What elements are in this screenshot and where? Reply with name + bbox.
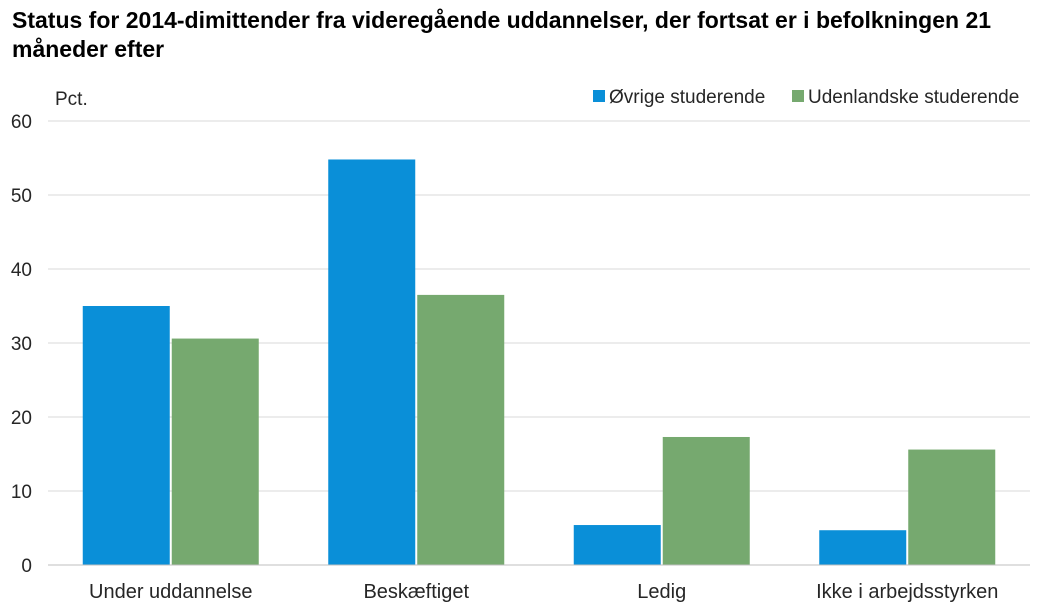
- category-label: Ledig: [637, 581, 686, 603]
- y-axis-unit-label: Pct.: [55, 89, 88, 110]
- y-tick-label: 20: [11, 408, 32, 429]
- legend: Øvrige studerende Udenlandske studerende: [593, 87, 1019, 108]
- category-label: Under uddannelse: [89, 581, 252, 603]
- y-tick-label: 30: [11, 334, 32, 355]
- legend-label-1: Udenlandske studerende: [808, 87, 1019, 108]
- category-labels: Under uddannelse Beskæftiget Ledig Ikke i a…: [89, 581, 998, 603]
- bar-udenlandske-3: [908, 449, 996, 565]
- bar-ovrige-1: [328, 159, 416, 566]
- bar-ovrige-0: [82, 306, 170, 565]
- y-tick-label: 0: [21, 556, 32, 577]
- bar-udenlandske-2: [662, 436, 750, 565]
- y-tick-label: 40: [11, 260, 32, 281]
- legend-swatch-0: [593, 90, 605, 102]
- bar-ovrige-3: [819, 530, 907, 565]
- chart-title: Status for 2014-dimittender fra videregå…: [12, 7, 992, 62]
- y-tick-label: 60: [11, 112, 32, 133]
- legend-label-0: Øvrige studerende: [609, 87, 765, 108]
- bars: [82, 159, 996, 566]
- bar-ovrige-2: [573, 525, 661, 565]
- legend-swatch-1: [792, 90, 804, 102]
- bar-udenlandske-1: [417, 294, 505, 565]
- bar-udenlandske-0: [171, 338, 259, 565]
- y-tick-labels: 0 10 20 30 40 50 60: [11, 112, 32, 577]
- category-label: Beskæftiget: [363, 581, 469, 603]
- y-tick-label: 10: [11, 482, 32, 503]
- category-label: Ikke i arbejdsstyrken: [816, 581, 998, 603]
- y-tick-label: 50: [11, 186, 32, 207]
